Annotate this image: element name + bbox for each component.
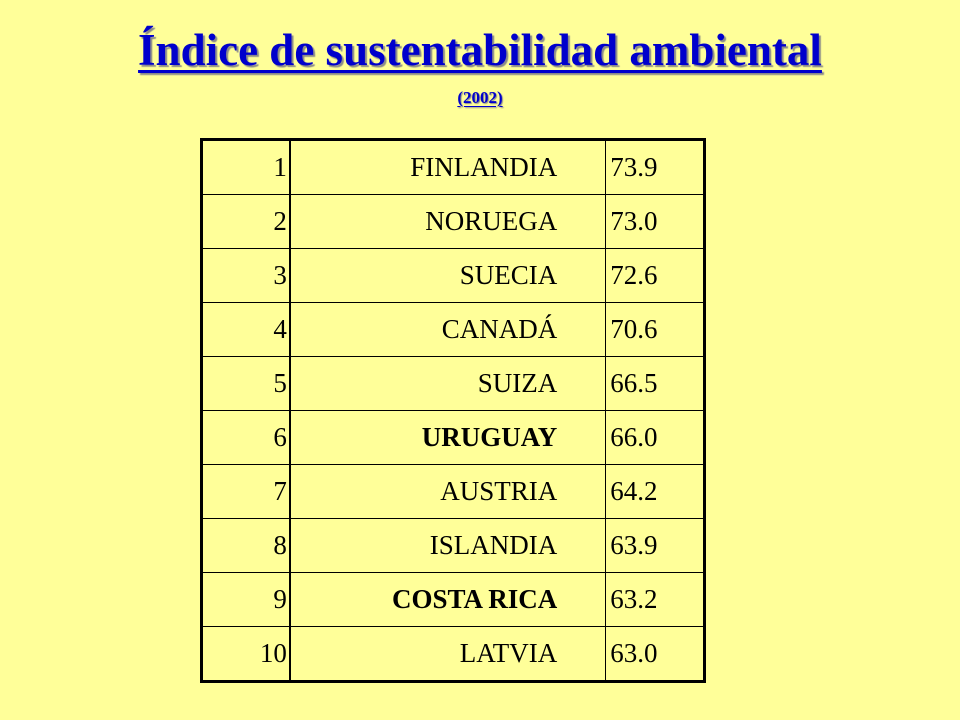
rank-cell: 6: [200, 410, 291, 465]
rank-cell: 5: [200, 356, 291, 411]
rank-cell: 4: [200, 302, 291, 357]
ranking-table-body: 1 FINLANDIA 73.9 2 NORUEGA 73.0 3 SUECIA…: [200, 139, 705, 682]
table-row: 9 COSTA RICA 63.2: [200, 572, 705, 627]
rank-cell: 8: [200, 518, 291, 573]
rank-cell: 10: [200, 626, 291, 682]
table-row: 8 ISLANDIA 63.9: [200, 518, 705, 573]
country-cell: CANADÁ: [289, 302, 607, 357]
country-cell: COSTA RICA: [289, 572, 607, 627]
table-row: 4 CANADÁ 70.6: [200, 302, 705, 357]
value-cell: 72.6: [605, 248, 705, 303]
table-row: 5 SUIZA 66.5: [200, 356, 705, 411]
table-row: 3 SUECIA 72.6: [200, 248, 705, 303]
value-cell: 64.2: [605, 464, 705, 519]
slide-subtitle: (2002): [457, 88, 503, 107]
table-row: 6 URUGUAY 66.0: [200, 410, 705, 465]
value-cell: 66.0: [605, 410, 705, 465]
country-cell: URUGUAY: [289, 410, 607, 465]
table-row: 1 FINLANDIA 73.9: [200, 139, 705, 195]
slide-title: Índice de sustentabilidad ambiental: [138, 25, 822, 75]
country-cell: SUIZA: [289, 356, 607, 411]
value-cell: 73.0: [605, 194, 705, 249]
rank-cell: 2: [200, 194, 291, 249]
country-cell: SUECIA: [289, 248, 607, 303]
table-row: 2 NORUEGA 73.0: [200, 194, 705, 249]
value-cell: 73.9: [605, 139, 705, 195]
rank-cell: 3: [200, 248, 291, 303]
country-cell: FINLANDIA: [289, 139, 607, 195]
table-row: 7 AUSTRIA 64.2: [200, 464, 705, 519]
value-cell: 70.6: [605, 302, 705, 357]
value-cell: 63.0: [605, 626, 705, 682]
ranking-table: 1 FINLANDIA 73.9 2 NORUEGA 73.0 3 SUECIA…: [200, 138, 706, 683]
value-cell: 66.5: [605, 356, 705, 411]
country-cell: NORUEGA: [289, 194, 607, 249]
value-cell: 63.9: [605, 518, 705, 573]
country-cell: AUSTRIA: [289, 464, 607, 519]
rank-cell: 1: [200, 139, 291, 195]
table-row: 10 LATVIA 63.0: [200, 626, 705, 682]
country-cell: ISLANDIA: [289, 518, 607, 573]
rank-cell: 9: [200, 572, 291, 627]
country-cell: LATVIA: [289, 626, 607, 682]
value-cell: 63.2: [605, 572, 705, 627]
rank-cell: 7: [200, 464, 291, 519]
